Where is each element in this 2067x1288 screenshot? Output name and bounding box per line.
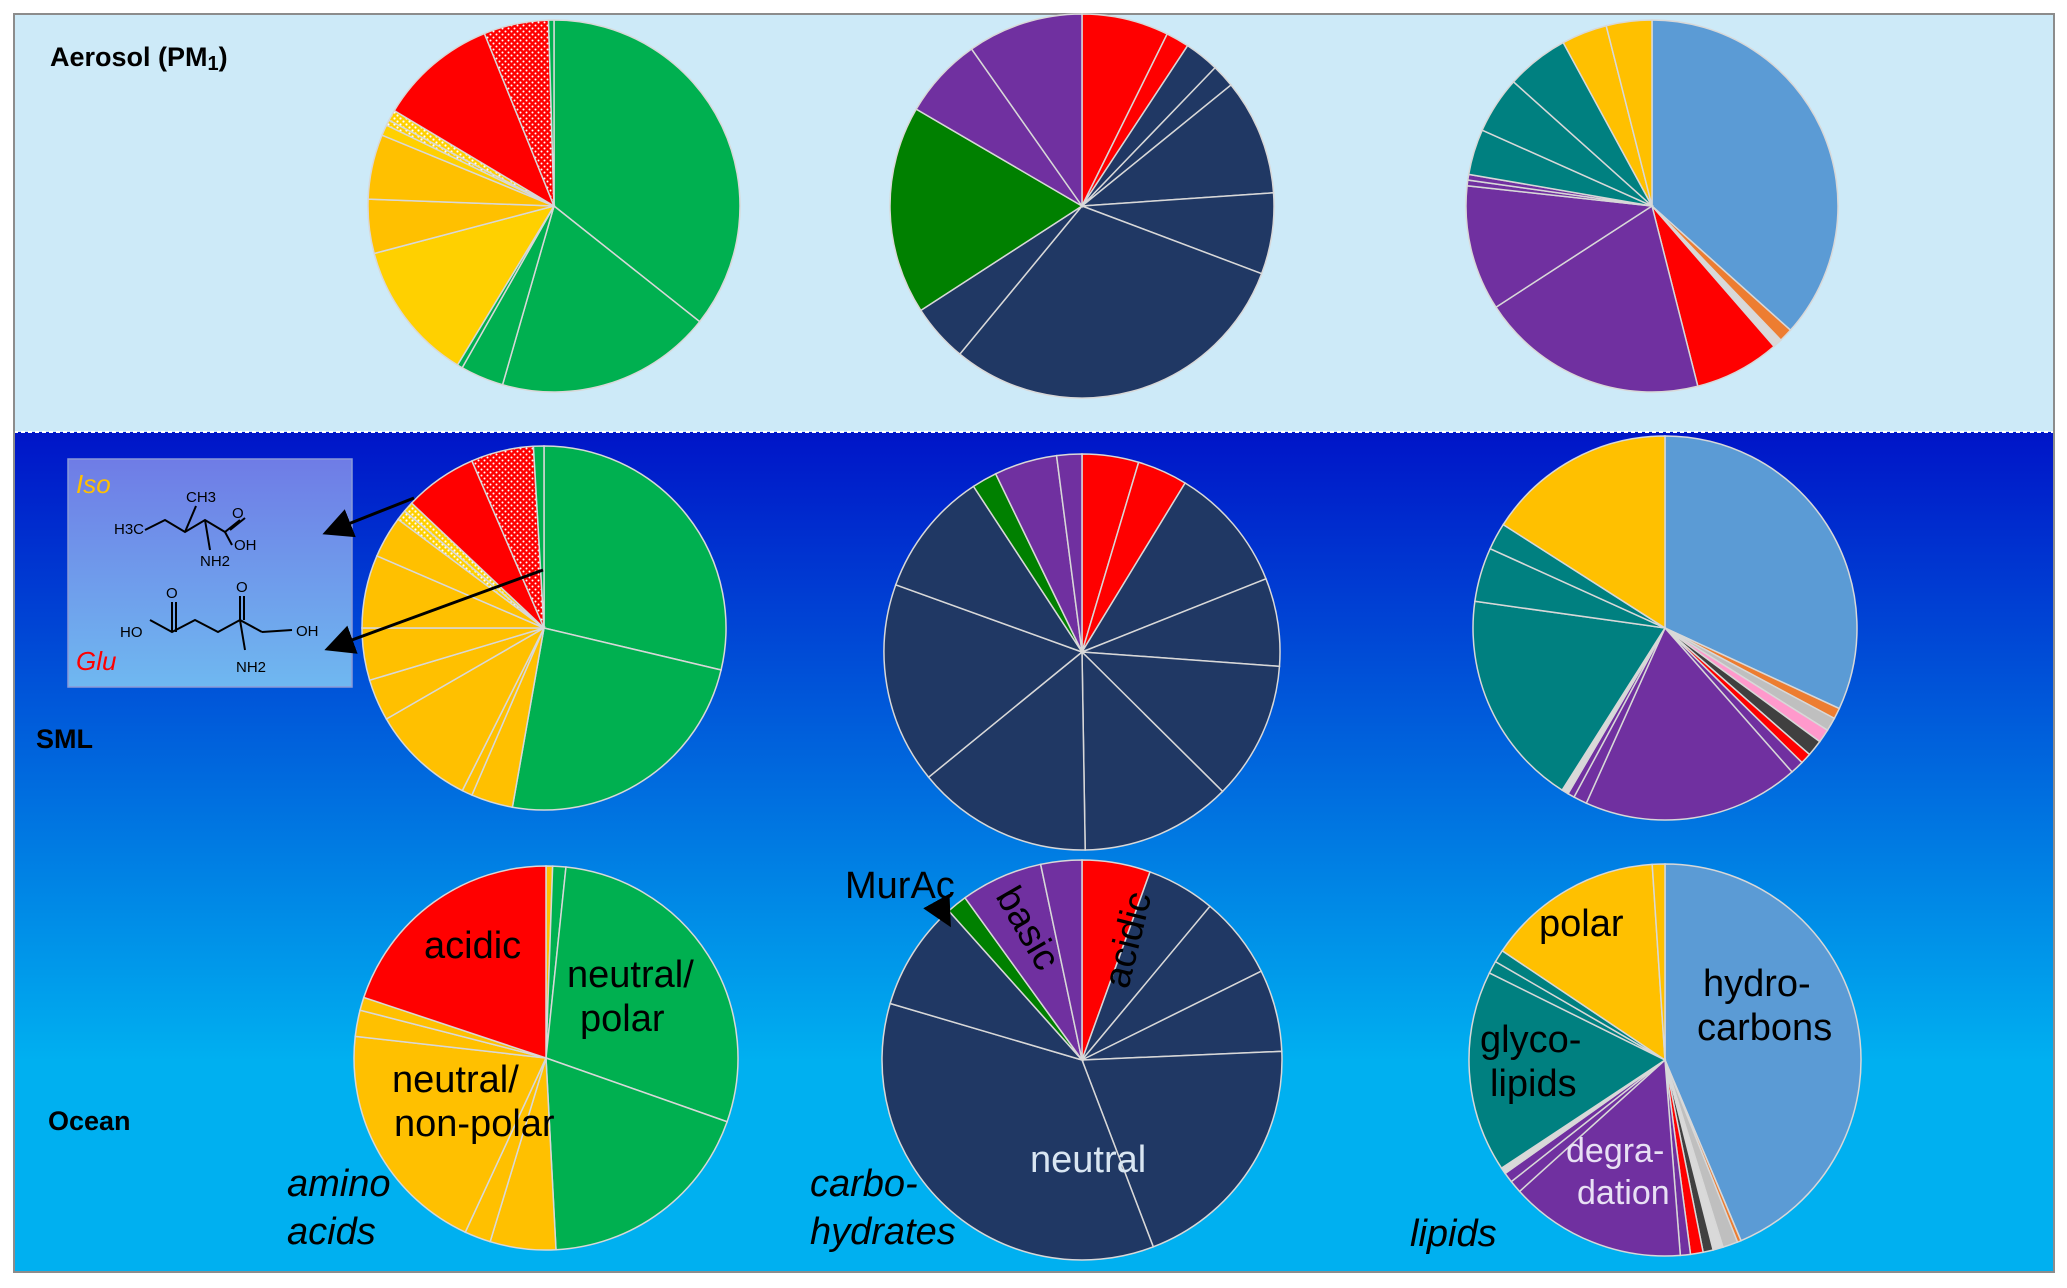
column-label-amino-acids: amino acids <box>287 1163 391 1253</box>
row-label-sml: SML <box>36 724 93 754</box>
pie-ocean-aminoacids <box>353 865 739 1251</box>
pie-slice <box>545 866 739 1123</box>
column-label-carbohydrates: carbo-hydrates <box>810 1163 956 1253</box>
glu-ho: HO <box>120 624 143 641</box>
pie-slice <box>1055 453 1083 653</box>
glu-nh2: NH2 <box>236 659 266 676</box>
pie-slice <box>1079 83 1275 207</box>
pie-slice <box>1472 600 1667 792</box>
arrow-to-isoleucine <box>322 496 415 538</box>
pie-slice <box>1501 863 1666 1062</box>
pie-slice <box>894 485 1084 654</box>
glutamate-structure <box>149 596 263 651</box>
pie-slice <box>881 1002 1155 1261</box>
label-neutral-carbo: neutral <box>1030 1139 1146 1181</box>
pie-slice <box>1502 435 1666 630</box>
arrow-to-murac <box>923 893 951 928</box>
label-murac: MurAc <box>845 865 955 907</box>
pie-sml-aminoacids <box>361 445 727 811</box>
pie-slice <box>1465 184 1655 309</box>
column-label-lipids: lipids <box>1410 1213 1497 1255</box>
pie-slice <box>1039 859 1083 1061</box>
pie-slice <box>547 19 555 207</box>
pie-ocean-carbohydrates <box>881 859 1283 1261</box>
row-label-ocean: Ocean <box>48 1106 131 1136</box>
figure-border <box>13 13 2055 1273</box>
pie-slice <box>373 204 556 367</box>
category-labels: acidic neutral/polar neutral/non-polar a… <box>392 865 1832 1212</box>
structure-inset: Iso Glu CH3 H3C O OH NH2 HO O O OH NH2 <box>67 458 353 688</box>
iso-nh2: NH2 <box>200 553 230 570</box>
glu-label: Glu <box>76 646 116 676</box>
pie-slice <box>501 204 701 393</box>
pie-slice <box>889 108 1084 312</box>
label-glycolipids: glyco-lipids <box>1480 1019 1581 1105</box>
pie-slice <box>393 32 556 208</box>
pie-charts <box>353 13 1862 1261</box>
arrow-to-glutamate <box>324 568 544 654</box>
column-labels: amino acids carbo-hydrates lipids <box>287 1163 1497 1255</box>
label-hydrocarbons: hydro-carbons <box>1697 963 1832 1049</box>
pie-slice <box>958 205 1263 399</box>
pie-slice <box>1081 650 1224 851</box>
pie-slice <box>1080 481 1267 654</box>
inset-box <box>67 458 353 688</box>
iso-ch3: CH3 <box>186 489 216 506</box>
glu-o1: O <box>166 585 178 602</box>
label-degradation: degra-dation <box>1566 1132 1670 1212</box>
pie-slice <box>1080 1050 1283 1248</box>
isoleucine-structure <box>144 505 246 551</box>
label-lipid-polar: polar <box>1539 903 1624 945</box>
glu-o2: O <box>236 579 248 596</box>
pie-sml-lipids <box>1472 435 1858 821</box>
pie-slice <box>1651 19 1839 332</box>
iso-label: Iso <box>76 469 111 499</box>
pie-slice <box>883 583 1084 779</box>
iso-oh: OH <box>234 537 257 554</box>
pie-slice <box>1494 204 1699 393</box>
glu-oh: OH <box>296 623 319 640</box>
pie-slice <box>362 865 547 1060</box>
label-neutral-polar: neutral/polar <box>567 954 694 1040</box>
iso-o: O <box>232 505 244 522</box>
iso-h3c: H3C <box>114 521 144 538</box>
pie-slice <box>1518 1058 1682 1257</box>
pie-slice <box>1664 435 1858 710</box>
pie-slice <box>1080 651 1281 793</box>
row-label-aerosol: Aerosol (PM1) <box>50 42 228 75</box>
pie-slice <box>1605 19 1653 207</box>
pie-slice <box>927 650 1086 851</box>
label-neutral-nonpolar: neutral/non-polar <box>392 1059 555 1145</box>
pie-slice <box>1664 863 1862 1242</box>
pie-slice <box>385 626 546 792</box>
pie-slice <box>543 445 727 671</box>
pie-slice <box>353 1035 548 1234</box>
pie-aerosolpm-lipids <box>1465 19 1839 393</box>
pie-slice <box>511 627 722 811</box>
glu-oh-bond <box>261 629 293 633</box>
pie-ocean-lipids <box>1468 863 1862 1257</box>
pie-slice <box>545 1056 729 1251</box>
label-acidic-amino: acidic <box>424 925 521 967</box>
pie-slice <box>532 445 545 629</box>
pie-slice <box>970 13 1083 209</box>
pie-aerosolpm-aminoacids <box>367 19 741 393</box>
pie-sml-carbohydrates <box>883 453 1281 851</box>
pie-slice <box>1651 863 1666 1061</box>
pie-slice <box>1468 971 1667 1170</box>
pie-aerosolpm-carbohydrates <box>889 13 1275 399</box>
pie-slice <box>1585 626 1794 821</box>
pie-slice <box>553 19 741 323</box>
